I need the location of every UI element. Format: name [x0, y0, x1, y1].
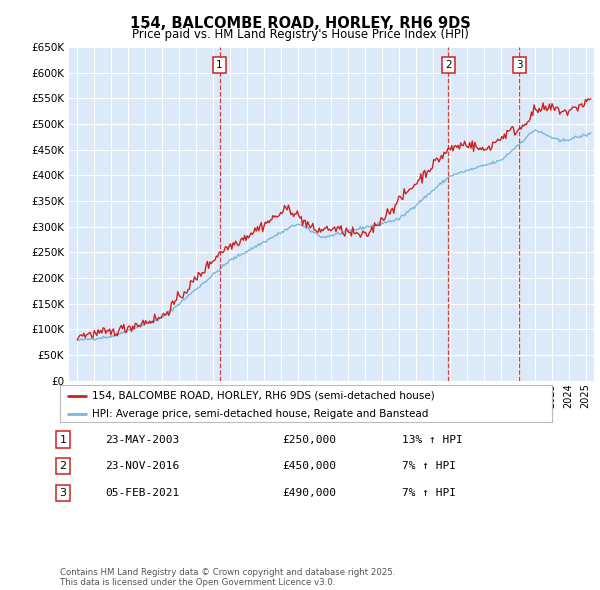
- Text: 23-MAY-2003: 23-MAY-2003: [105, 435, 179, 444]
- Text: 7% ↑ HPI: 7% ↑ HPI: [402, 488, 456, 497]
- Text: 2: 2: [59, 461, 67, 471]
- Text: 3: 3: [59, 488, 67, 497]
- Text: 2: 2: [445, 60, 452, 70]
- Text: 1: 1: [216, 60, 223, 70]
- Text: 05-FEB-2021: 05-FEB-2021: [105, 488, 179, 497]
- Text: 154, BALCOMBE ROAD, HORLEY, RH6 9DS: 154, BALCOMBE ROAD, HORLEY, RH6 9DS: [130, 16, 470, 31]
- Text: 1: 1: [59, 435, 67, 444]
- Text: Price paid vs. HM Land Registry's House Price Index (HPI): Price paid vs. HM Land Registry's House …: [131, 28, 469, 41]
- Text: 7% ↑ HPI: 7% ↑ HPI: [402, 461, 456, 471]
- Text: £490,000: £490,000: [282, 488, 336, 497]
- Text: £450,000: £450,000: [282, 461, 336, 471]
- Text: Contains HM Land Registry data © Crown copyright and database right 2025.
This d: Contains HM Land Registry data © Crown c…: [60, 568, 395, 587]
- Text: 3: 3: [516, 60, 523, 70]
- Text: 154, BALCOMBE ROAD, HORLEY, RH6 9DS (semi-detached house): 154, BALCOMBE ROAD, HORLEY, RH6 9DS (sem…: [92, 391, 435, 401]
- Text: HPI: Average price, semi-detached house, Reigate and Banstead: HPI: Average price, semi-detached house,…: [92, 409, 428, 419]
- Text: 23-NOV-2016: 23-NOV-2016: [105, 461, 179, 471]
- Text: 13% ↑ HPI: 13% ↑ HPI: [402, 435, 463, 444]
- Text: £250,000: £250,000: [282, 435, 336, 444]
